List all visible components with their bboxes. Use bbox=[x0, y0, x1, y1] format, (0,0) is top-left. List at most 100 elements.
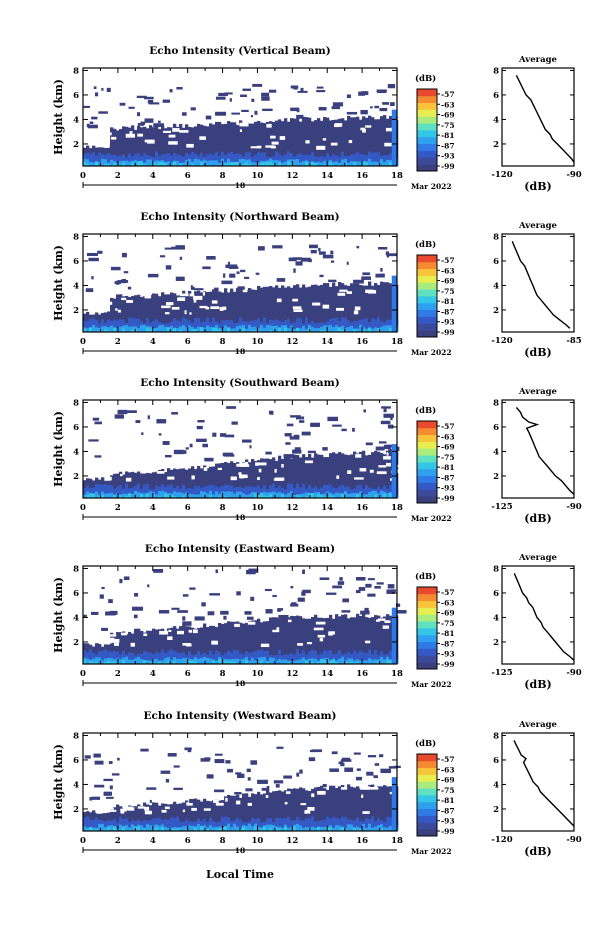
echo-gap bbox=[84, 139, 90, 143]
echo-column-low bbox=[206, 325, 210, 332]
echo-column-mid bbox=[368, 649, 372, 664]
echo-column-low bbox=[167, 657, 171, 664]
echo-column bbox=[233, 462, 237, 498]
echo-gap bbox=[172, 128, 180, 132]
echo-gap bbox=[347, 470, 352, 474]
colorbar-swatch bbox=[417, 475, 437, 483]
echo-column bbox=[338, 282, 342, 332]
echo-column-mid bbox=[338, 486, 342, 498]
echo-gap bbox=[167, 476, 175, 480]
echo-gap bbox=[270, 135, 276, 139]
colorbar-swatch bbox=[417, 323, 437, 331]
echo-column bbox=[167, 468, 171, 498]
echo-column-mid bbox=[290, 653, 294, 664]
colorbar-swatch bbox=[417, 760, 437, 769]
echo-column-mid bbox=[377, 317, 381, 332]
echo-gap bbox=[361, 794, 364, 798]
echo-column-bright bbox=[353, 827, 357, 831]
echo-column bbox=[239, 622, 243, 664]
echo-column bbox=[350, 454, 354, 498]
echo-gap bbox=[90, 302, 99, 306]
profile-y-tick-label: 6 bbox=[493, 423, 499, 433]
echo-patch bbox=[182, 616, 186, 621]
echo-column-bright bbox=[164, 163, 168, 166]
echo-column-low bbox=[188, 325, 192, 332]
echo-column bbox=[359, 451, 363, 498]
echo-patch bbox=[103, 778, 113, 782]
echo-patch bbox=[106, 87, 111, 92]
panel-3: Echo Intensity (Eastward Beam)0 2 4 6 8 10 12 1… bbox=[52, 543, 582, 691]
echo-column-bright bbox=[296, 327, 300, 332]
echo-column-low bbox=[143, 324, 147, 332]
echo-column bbox=[104, 312, 108, 332]
echo-column-bright bbox=[242, 328, 246, 332]
colorbar-frame bbox=[416, 753, 438, 837]
echo-column bbox=[278, 455, 282, 498]
echo-column-mid bbox=[338, 321, 342, 332]
echo-column bbox=[296, 455, 300, 498]
echo-column bbox=[221, 124, 225, 166]
echo-column-mid bbox=[113, 154, 117, 166]
echo-gap bbox=[359, 468, 367, 472]
echo-column bbox=[347, 115, 351, 166]
echo-column-mid bbox=[338, 156, 342, 166]
echo-patch bbox=[254, 110, 258, 115]
echo-column bbox=[302, 284, 306, 332]
echo-column-mid bbox=[209, 818, 213, 831]
echo-column bbox=[155, 629, 159, 664]
echo-patch bbox=[165, 454, 172, 458]
echo-column-low bbox=[302, 326, 306, 332]
echo-column-mid bbox=[335, 818, 339, 831]
echo-gap bbox=[179, 130, 189, 133]
echo-column bbox=[137, 294, 141, 332]
echo-gap bbox=[147, 139, 155, 144]
x-tick-label: 16 bbox=[356, 171, 368, 181]
echo-column-low bbox=[101, 491, 105, 498]
echo-patch bbox=[271, 411, 274, 415]
echo-column-mid bbox=[206, 822, 210, 831]
echo-column bbox=[164, 472, 168, 498]
echo-column-bright bbox=[128, 493, 132, 498]
echo-column-mid bbox=[317, 654, 321, 664]
echo-column bbox=[317, 118, 321, 166]
echo-patch bbox=[224, 92, 233, 95]
date-label: Mar 2022 bbox=[411, 847, 452, 856]
echo-column-low bbox=[377, 493, 381, 498]
echo-column-bright bbox=[281, 493, 285, 498]
echo-gap bbox=[234, 623, 240, 627]
echo-column-mid bbox=[314, 650, 318, 664]
echo-patch bbox=[272, 595, 277, 598]
echo-gap bbox=[121, 297, 127, 301]
echo-column-mid bbox=[290, 820, 294, 831]
echo-column-mid bbox=[359, 154, 363, 166]
echo-column bbox=[221, 800, 225, 831]
echo-column-low bbox=[371, 659, 375, 664]
echo-column-mid bbox=[218, 487, 222, 498]
echo-column-bright bbox=[269, 827, 273, 831]
echo-column bbox=[284, 616, 288, 664]
echo-gap bbox=[125, 806, 132, 810]
echo-column bbox=[116, 632, 120, 664]
echo-column-bright bbox=[317, 826, 321, 831]
echo-column-bright bbox=[212, 327, 216, 332]
echo-column bbox=[122, 474, 126, 498]
echo-column bbox=[344, 788, 348, 831]
echo-column-mid bbox=[170, 484, 174, 498]
echo-column-low bbox=[155, 160, 159, 166]
echo-column-low bbox=[137, 492, 141, 498]
echo-column-low bbox=[203, 159, 207, 166]
echo-column-mid bbox=[170, 155, 174, 166]
echo-column-low bbox=[251, 657, 255, 664]
echo-column-low bbox=[263, 491, 267, 498]
echo-column-low bbox=[179, 827, 183, 831]
echo-column-bright bbox=[185, 829, 189, 831]
colorbar-tick-label: -87 bbox=[441, 473, 455, 482]
echo-patch bbox=[109, 785, 113, 790]
echo-gap bbox=[110, 136, 117, 140]
echo-column-low bbox=[239, 491, 243, 498]
y-axis-label: Height (km) bbox=[52, 79, 65, 155]
echo-column-low bbox=[143, 162, 147, 166]
echo-patch bbox=[90, 611, 99, 615]
echo-column-low bbox=[284, 659, 288, 664]
colorbar-tick-label: -63 bbox=[441, 432, 455, 441]
